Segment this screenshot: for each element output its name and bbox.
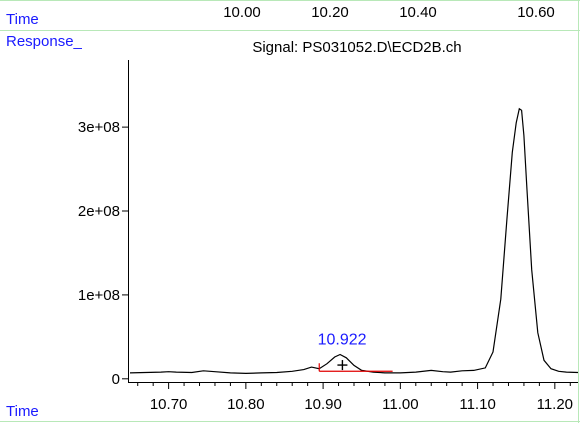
peak-annotations: 10.922 [318, 331, 367, 348]
y-axis-ticks: 0 1e+08 2e+08 3e+08 [78, 119, 129, 388]
top-time-tick-label: 10.20 [311, 4, 349, 21]
peak-label: 10.922 [318, 331, 367, 348]
footer-time-label: Time [6, 403, 39, 420]
x-tick-label: 11.00 [382, 396, 418, 413]
cursor-plus-marker [318, 360, 348, 372]
x-tick-label: 10.80 [227, 396, 265, 413]
header-time-label: Time [6, 11, 39, 28]
chart-title: Signal: PS031052.D\ECD2B.ch [252, 39, 461, 56]
signal-series-line [129, 107, 579, 375]
x-axis-ticks: 10.70 10.80 10.90 11.00 11.10 11.20 [137, 382, 573, 413]
x-tick-label: 11.10 [459, 396, 495, 413]
y-tick-label: 2e+08 [78, 203, 120, 220]
x-tick-label: 10.70 [150, 396, 188, 413]
top-time-tick-label: 10.00 [223, 4, 261, 21]
top-time-ticks: 10.00 10.20 10.40 10.60 [223, 4, 555, 21]
y-tick-label: 0 [112, 371, 120, 388]
x-tick-label: 10.90 [304, 396, 342, 413]
top-time-tick-label: 10.60 [517, 4, 555, 21]
response-axis-label: Response_ [6, 33, 83, 50]
y-tick-label: 1e+08 [78, 287, 120, 304]
top-time-tick-label: 10.40 [399, 4, 437, 21]
y-tick-label: 3e+08 [78, 119, 120, 136]
x-tick-label: 11.20 [537, 396, 573, 413]
